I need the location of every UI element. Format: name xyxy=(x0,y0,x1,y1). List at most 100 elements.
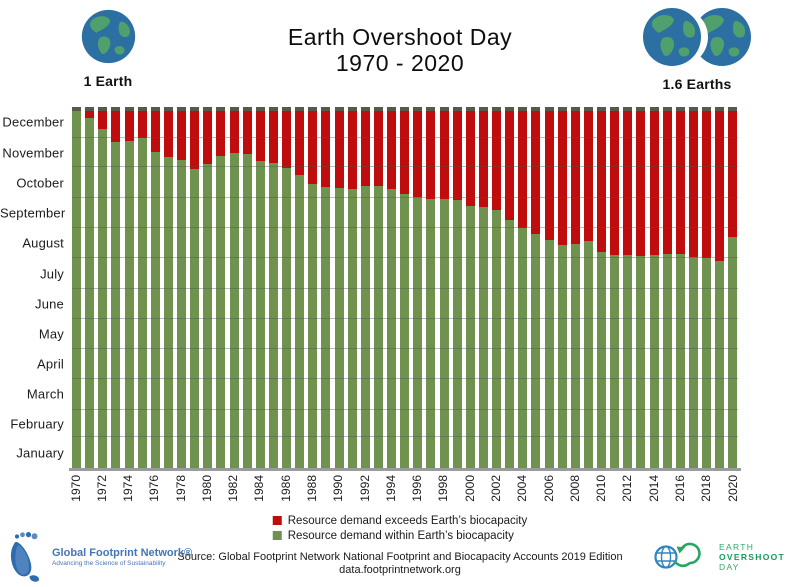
overshoot-segment-2007 xyxy=(557,111,567,246)
year-label-2020: 2020 xyxy=(725,475,740,502)
within-biocapacity-segment-2004 xyxy=(518,227,528,468)
within-biocapacity-segment-1992 xyxy=(360,186,370,468)
within-biocapacity-segment-2010 xyxy=(597,252,606,468)
overshoot-segment-1993 xyxy=(373,111,383,187)
month-label-april: April xyxy=(36,356,64,372)
overshoot-segment-1982 xyxy=(229,111,239,153)
year-label-1998: 1998 xyxy=(436,475,451,502)
within-biocapacity-segment-1974 xyxy=(124,140,134,468)
year-limit-cap xyxy=(334,107,344,111)
year-limit-cap xyxy=(347,107,357,111)
year-limit-cap xyxy=(531,107,541,111)
overshoot-segment-1981 xyxy=(216,111,226,157)
month-label-february: February xyxy=(10,416,64,431)
year-limit-cap xyxy=(544,107,554,111)
year-label-1982: 1982 xyxy=(226,475,241,502)
year-limit-cap xyxy=(163,107,173,111)
within-biocapacity-segment-2001 xyxy=(478,206,488,468)
within-biocapacity-segment-2009 xyxy=(583,240,593,468)
bar-2002 xyxy=(492,107,501,468)
year-limit-cap xyxy=(675,107,685,111)
overshoot-segment-1972 xyxy=(98,111,108,129)
bar-1976 xyxy=(150,107,160,468)
bar-1991 xyxy=(347,107,357,468)
eod-line-1: EARTH xyxy=(719,542,755,552)
within-biocapacity-segment-2008 xyxy=(570,244,580,468)
month-label-august: August xyxy=(22,235,64,251)
bar-1977 xyxy=(163,107,173,468)
bar-1995 xyxy=(400,107,410,468)
overshoot-segment-2009 xyxy=(583,111,593,241)
year-limit-cap xyxy=(242,107,252,111)
year-limit-cap xyxy=(426,107,436,111)
year-limit-cap xyxy=(636,107,646,111)
overshoot-segment-2008 xyxy=(570,111,580,245)
eod-line-3: DAY xyxy=(719,562,740,572)
year-label-1994: 1994 xyxy=(383,475,398,502)
year-limit-cap xyxy=(413,107,423,111)
bar-1986 xyxy=(282,107,291,468)
overshoot-segment-1989 xyxy=(321,111,331,188)
within-biocapacity-segment-1983 xyxy=(242,153,252,468)
eod-text: EARTH OVERSHOOT DAY xyxy=(719,542,785,572)
within-biocapacity-segment-1982 xyxy=(229,152,239,468)
overshoot-segment-2004 xyxy=(518,111,528,228)
year-limit-cap xyxy=(137,107,147,111)
year-limit-cap xyxy=(72,107,81,111)
overshoot-segment-2013 xyxy=(636,111,646,257)
year-label-2010: 2010 xyxy=(594,475,609,502)
within-biocapacity-segment-2011 xyxy=(610,255,620,468)
year-limit-cap xyxy=(203,107,213,111)
bar-1971 xyxy=(85,107,95,468)
bar-1972 xyxy=(98,107,108,468)
bar-1996 xyxy=(413,107,423,468)
overshoot-segment-2014 xyxy=(649,111,659,256)
year-label-2000: 2000 xyxy=(462,475,477,502)
bar-2005 xyxy=(531,107,541,468)
overshoot-segment-2000 xyxy=(465,111,475,206)
year-limit-cap xyxy=(400,107,410,111)
overshoot-segment-2010 xyxy=(597,111,606,253)
year-label-2004: 2004 xyxy=(515,475,530,502)
x-axis-line xyxy=(69,468,741,471)
overshoot-segment-1994 xyxy=(387,111,396,190)
overshoot-segment-2020 xyxy=(728,111,738,237)
year-limit-cap xyxy=(387,107,396,111)
bar-1979 xyxy=(190,107,200,468)
earth-icon xyxy=(81,9,135,64)
y-axis-month-labels: January February March April May June July Augu… xyxy=(0,107,65,468)
within-biocapacity-segment-1978 xyxy=(177,160,186,468)
one-point-six-earths-scale: 1.6 Earths xyxy=(630,6,764,92)
year-limit-cap xyxy=(597,107,606,111)
overshoot-segment-2016 xyxy=(675,111,685,255)
bar-2017 xyxy=(688,107,698,468)
within-biocapacity-segment-1988 xyxy=(308,184,318,468)
year-limit-cap xyxy=(649,107,659,111)
overshoot-segment-1977 xyxy=(163,111,173,158)
year-limit-cap xyxy=(255,107,265,111)
bar-2011 xyxy=(610,107,620,468)
year-limit-cap xyxy=(190,107,200,111)
year-limit-cap xyxy=(111,107,121,111)
bar-2004 xyxy=(518,107,528,468)
within-biocapacity-segment-2000 xyxy=(465,205,475,468)
overshoot-segment-1997 xyxy=(426,111,436,199)
year-limit-cap xyxy=(478,107,488,111)
overshoot-segment-2001 xyxy=(478,111,488,207)
month-label-december: December xyxy=(2,114,64,130)
year-label-1972: 1972 xyxy=(94,475,109,502)
year-limit-cap xyxy=(321,107,331,111)
within-biocapacity-segment-1994 xyxy=(387,189,396,468)
year-limit-cap xyxy=(452,107,462,111)
bar-2012 xyxy=(623,107,633,468)
earth-icon xyxy=(643,8,701,66)
overshoot-segment-1996 xyxy=(413,111,423,198)
bar-2018 xyxy=(702,107,711,468)
title-line-2: 1970 - 2020 xyxy=(335,50,465,76)
plot-area xyxy=(69,107,741,471)
within-biocapacity-segment-2013 xyxy=(636,256,646,468)
bar-1990 xyxy=(334,107,344,468)
overshoot-segment-1976 xyxy=(150,111,160,152)
overshoot-segment-1980 xyxy=(203,111,213,165)
year-limit-cap xyxy=(308,107,318,111)
